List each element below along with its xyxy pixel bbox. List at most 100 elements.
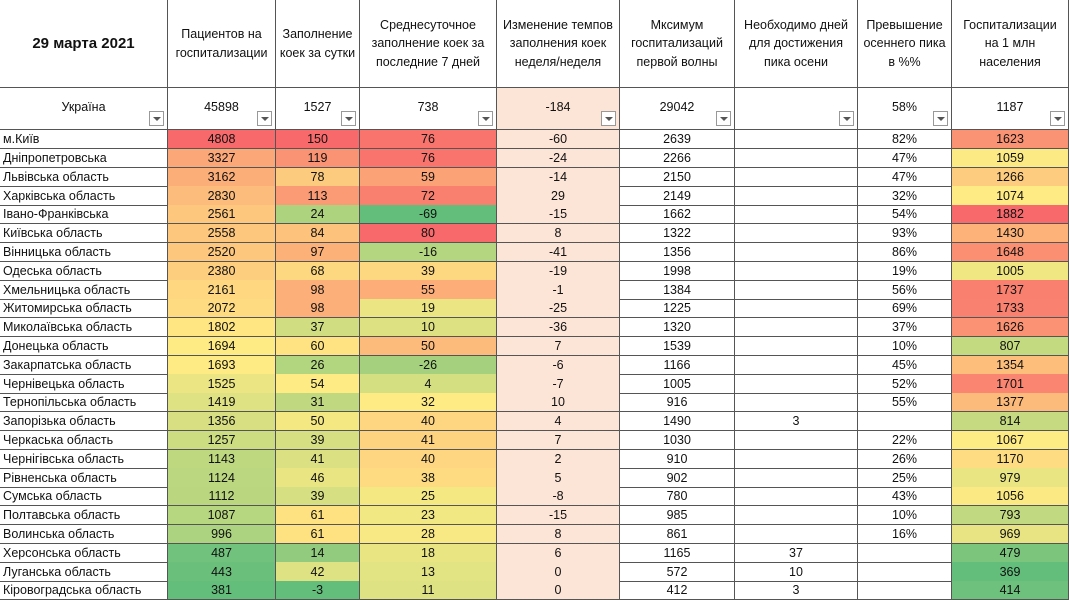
data-cell: 24 xyxy=(276,205,360,225)
data-cell: 39 xyxy=(276,487,360,507)
cell-text: -3 xyxy=(311,583,324,598)
data-cell: -41 xyxy=(497,242,620,263)
filter-button[interactable] xyxy=(933,111,948,126)
data-cell: 1737 xyxy=(952,280,1069,300)
data-cell: 1165 xyxy=(620,543,735,563)
data-cell xyxy=(858,562,952,582)
cell-text: Полтавська область xyxy=(3,508,121,523)
data-cell: -36 xyxy=(497,318,620,338)
cell-text: -24 xyxy=(548,150,568,165)
cell-text: Изменение темпов заполнения коек неделя/… xyxy=(503,18,613,69)
cell-text: -16 xyxy=(418,244,438,259)
cell-text: 76 xyxy=(421,132,435,147)
data-cell: 2561 xyxy=(168,205,276,225)
data-cell xyxy=(735,167,858,187)
cell-text: 369 xyxy=(999,564,1021,579)
cell-text: 1112 xyxy=(208,489,235,504)
cell-text: 42 xyxy=(310,564,325,579)
data-cell: 780 xyxy=(620,487,735,507)
cell-text: 2161 xyxy=(207,282,236,297)
data-cell: 10 xyxy=(360,318,497,338)
data-cell: 1998 xyxy=(620,261,735,281)
cell-text: 43% xyxy=(891,489,918,504)
cell-text: 1320 xyxy=(663,320,691,335)
data-cell: 3162 xyxy=(168,167,276,187)
cell-text: -60 xyxy=(548,132,568,147)
filter-button[interactable] xyxy=(149,111,164,126)
cell-text: 814 xyxy=(999,414,1021,429)
data-cell: 996 xyxy=(168,524,276,545)
data-cell: 487 xyxy=(168,543,276,563)
cell-text: 1525 xyxy=(207,376,236,391)
cell-text: -69 xyxy=(418,207,438,222)
data-cell: 76 xyxy=(360,148,497,169)
cell-text: 4 xyxy=(424,376,432,391)
filter-button[interactable] xyxy=(478,111,493,126)
data-cell: 6 xyxy=(497,543,620,563)
data-cell: -19 xyxy=(497,261,620,281)
summary-cell: 29042 xyxy=(620,88,735,130)
cell-text: 1377 xyxy=(996,395,1024,410)
cell-text: -41 xyxy=(548,244,568,259)
cell-text: Чернігівська область xyxy=(3,451,124,466)
cell-text: 58% xyxy=(891,100,918,114)
column-header: Превышение осеннего пика в %% xyxy=(858,0,952,88)
cell-text: 1626 xyxy=(996,320,1024,335)
cell-text: 76 xyxy=(421,150,435,165)
data-cell: 1170 xyxy=(952,449,1069,469)
data-cell: 916 xyxy=(620,393,735,413)
data-cell: 19 xyxy=(360,299,497,319)
data-cell: 72 xyxy=(360,186,497,206)
data-cell: 1733 xyxy=(952,299,1069,319)
filter-button[interactable] xyxy=(341,111,356,126)
cell-text: 3 xyxy=(792,583,800,598)
filter-button[interactable] xyxy=(839,111,854,126)
data-cell xyxy=(735,393,858,413)
column-header: Пациентов на госпитализации xyxy=(168,0,276,88)
cell-text: Рівненська область xyxy=(3,470,117,485)
cell-text: 1257 xyxy=(207,432,236,447)
data-cell: 1623 xyxy=(952,130,1069,150)
data-cell: 119 xyxy=(276,148,360,169)
filter-button[interactable] xyxy=(716,111,731,126)
data-cell: 37 xyxy=(735,543,858,563)
data-cell: 414 xyxy=(952,581,1069,600)
summary-cell: 1527 xyxy=(276,88,360,130)
data-cell: 93% xyxy=(858,224,952,244)
filter-button[interactable] xyxy=(1050,111,1065,126)
cell-text: 86% xyxy=(891,244,918,259)
cell-text: 1356 xyxy=(207,414,236,429)
cell-text: 78 xyxy=(310,169,325,184)
cell-text: 1648 xyxy=(996,244,1024,259)
filter-button[interactable] xyxy=(601,111,616,126)
data-cell xyxy=(735,148,858,169)
cell-text: 902 xyxy=(666,470,688,485)
data-cell: 1701 xyxy=(952,374,1069,394)
filter-button[interactable] xyxy=(257,111,272,126)
data-cell: 1356 xyxy=(620,242,735,263)
data-cell: 8 xyxy=(497,524,620,545)
cell-text: -36 xyxy=(548,320,568,335)
data-cell: 55% xyxy=(858,393,952,413)
data-cell: 3 xyxy=(735,412,858,432)
region-name: Луганська область xyxy=(0,562,168,582)
cell-text: Кіровоградська область xyxy=(3,583,142,598)
data-cell: 2380 xyxy=(168,261,276,281)
data-cell: 1430 xyxy=(952,224,1069,244)
cell-text: 61 xyxy=(310,526,325,541)
data-cell: 1356 xyxy=(168,412,276,432)
data-cell: 1124 xyxy=(168,468,276,488)
cell-text: 1490 xyxy=(663,414,691,429)
cell-text: Івано-Франківська xyxy=(3,207,109,222)
data-cell: 54% xyxy=(858,205,952,225)
cell-text: 69% xyxy=(891,301,918,316)
column-header: Изменение темпов заполнения коек неделя/… xyxy=(497,0,620,88)
cell-text: 8 xyxy=(554,526,562,541)
cell-text: 40 xyxy=(421,414,435,429)
cell-text: -7 xyxy=(552,376,564,391)
cell-text: 4 xyxy=(554,414,562,429)
data-cell: 2830 xyxy=(168,186,276,206)
cell-text: 1166 xyxy=(663,357,691,372)
cell-text: 38 xyxy=(421,470,435,485)
data-cell: 60 xyxy=(276,336,360,357)
